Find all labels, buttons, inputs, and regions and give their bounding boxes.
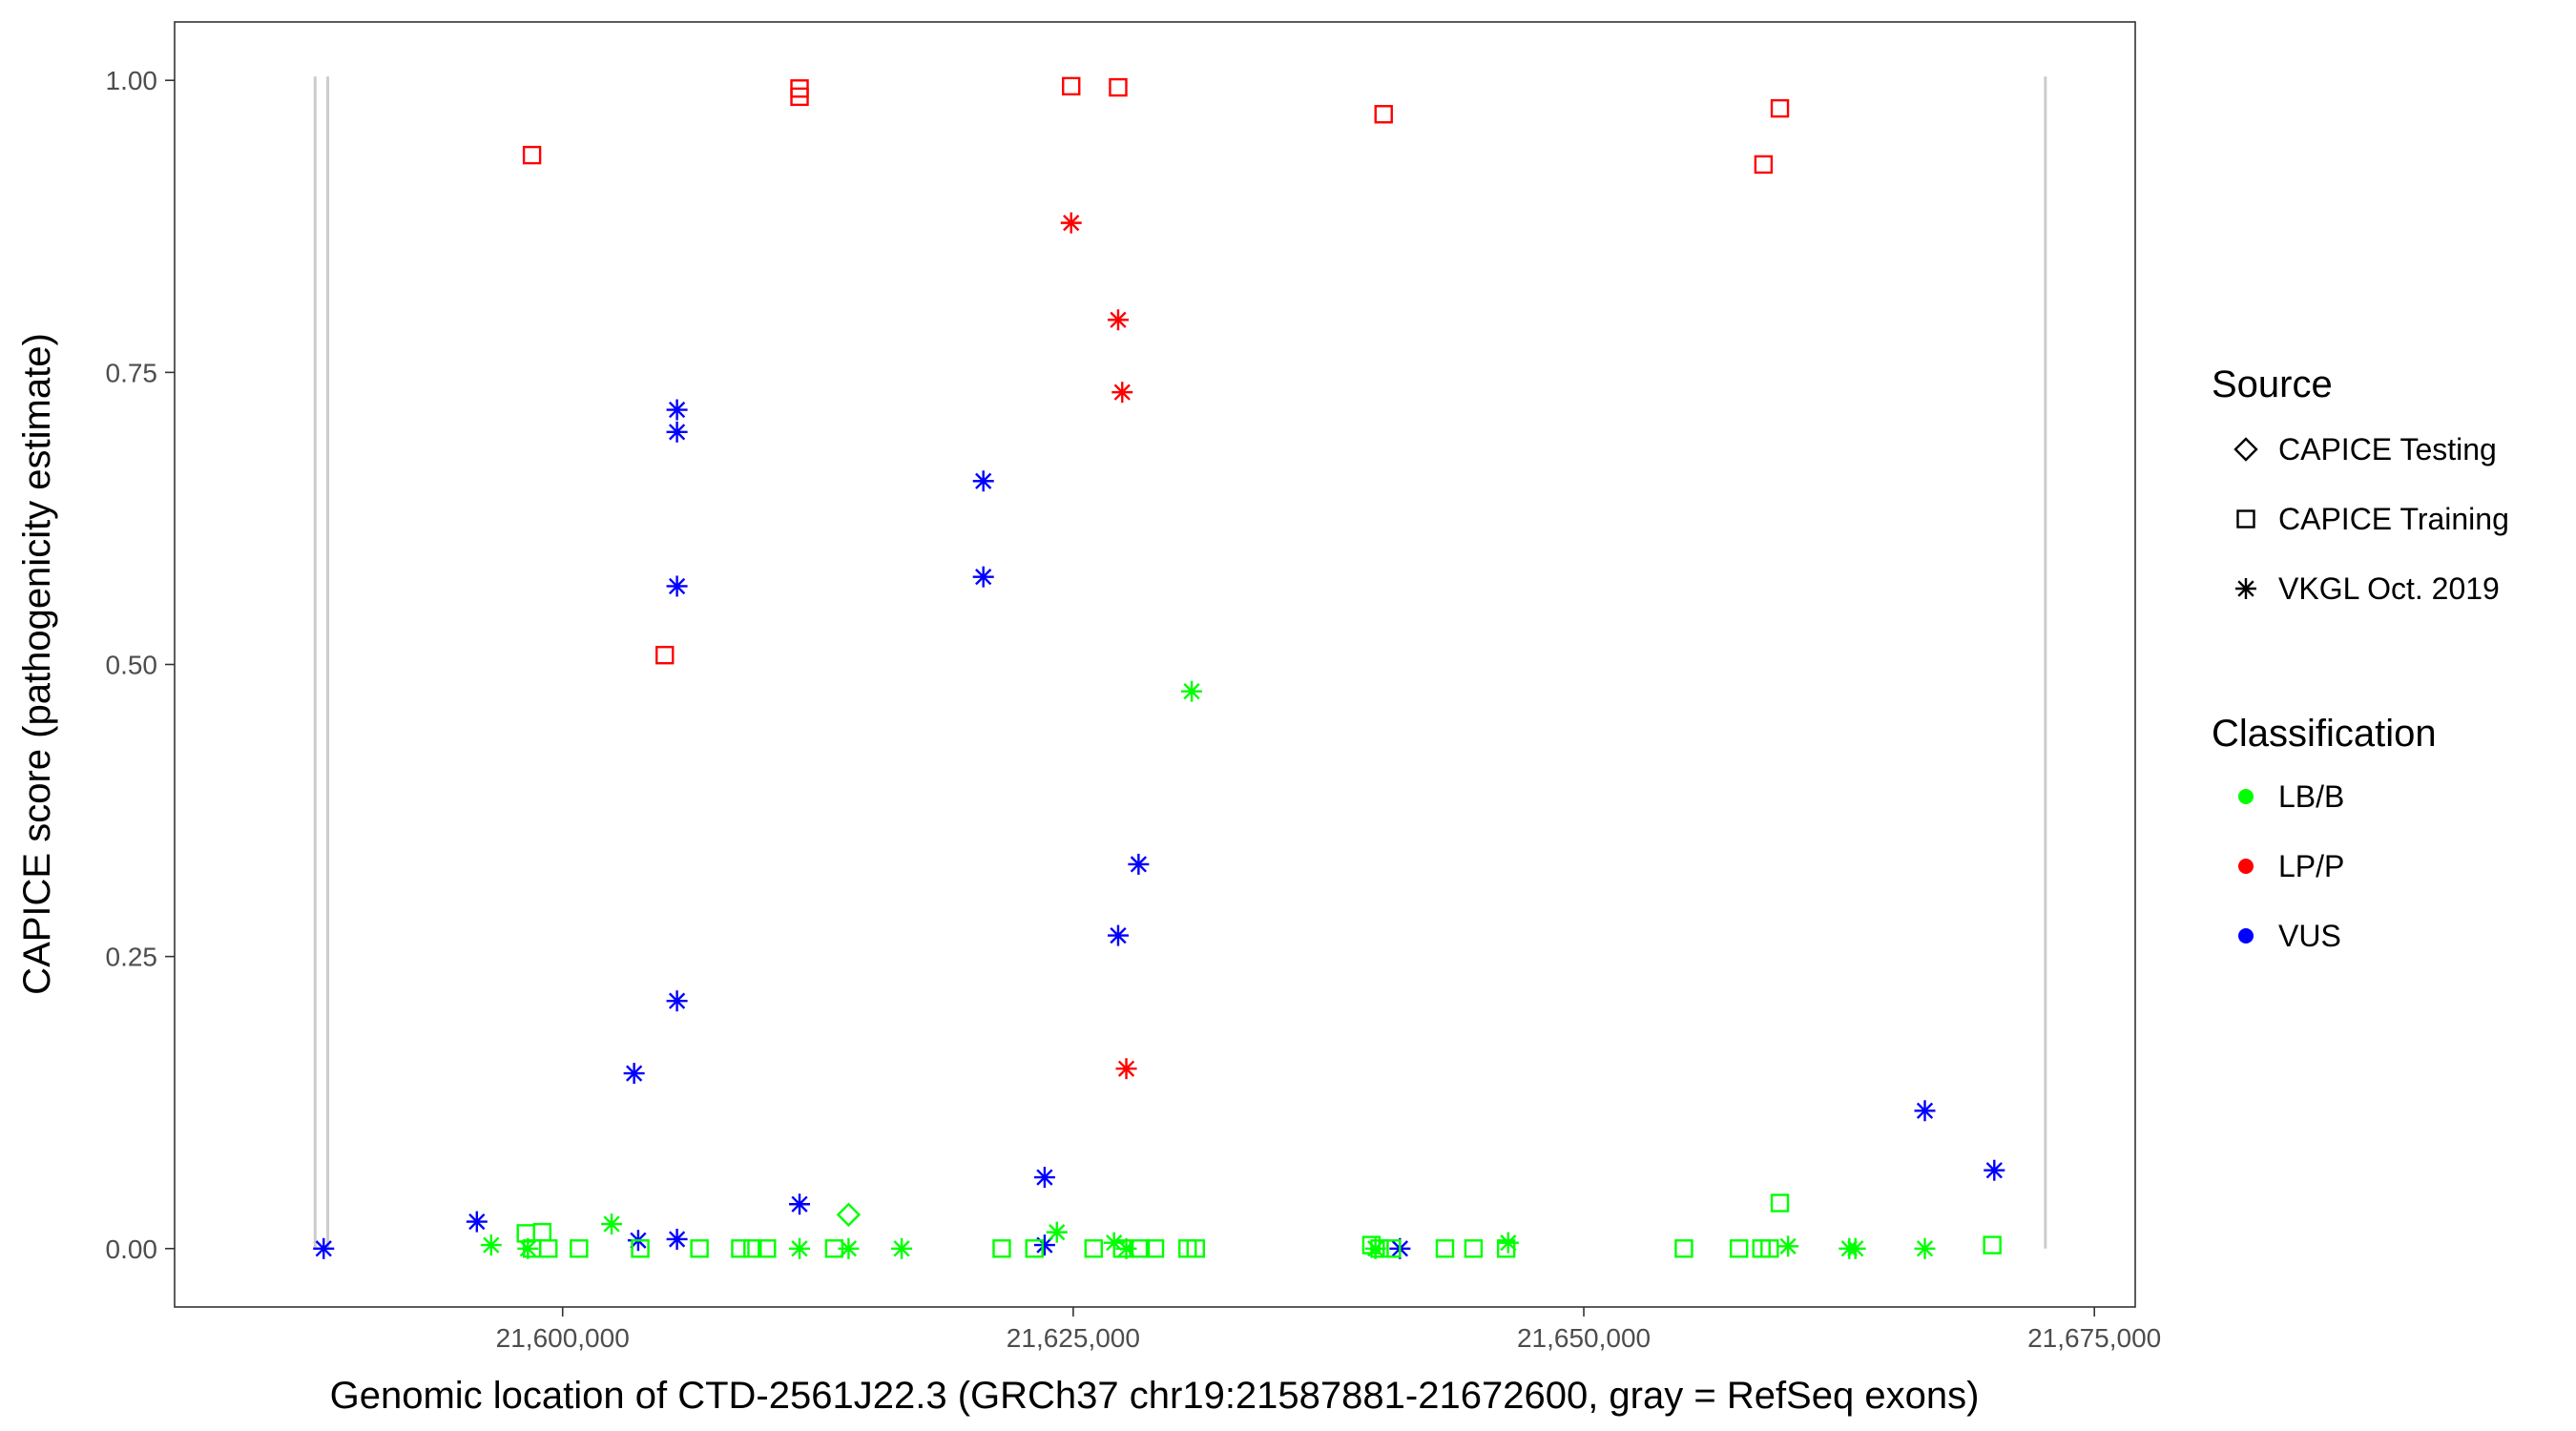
legend-source-key (2235, 578, 2256, 599)
data-point (1730, 1239, 1749, 1258)
data-point (631, 1239, 650, 1258)
data-point (539, 1239, 558, 1258)
y-tick-label: 0.00 (106, 1234, 158, 1264)
data-point (666, 990, 688, 1012)
legend-source-title: Source (2212, 363, 2333, 405)
data-point (891, 1237, 913, 1259)
x-tick-label: 21,675,000 (2027, 1323, 2161, 1353)
data-point (1914, 1237, 1936, 1259)
data-point (972, 470, 994, 492)
data-point (623, 1063, 645, 1085)
legend-class-label: LB/B (2278, 779, 2344, 814)
legend-source-key (2236, 509, 2255, 529)
axes: 21,600,000 21,625,000 21,650,000 21,675,000… (106, 66, 2162, 1353)
data-point (1844, 1237, 1866, 1259)
data-point (1435, 1239, 1455, 1258)
data-point (731, 1239, 750, 1258)
data-point (992, 1239, 1011, 1258)
data-point (1984, 1159, 2005, 1181)
data-point (570, 1239, 589, 1258)
x-tick-label: 21,600,000 (496, 1323, 630, 1353)
data-point (1109, 77, 1128, 97)
data-point (666, 421, 688, 443)
legend-class-key (2238, 789, 2254, 804)
y-tick-label: 0.50 (106, 651, 158, 680)
data-point (666, 399, 688, 421)
data-point (789, 1193, 811, 1215)
legend-class-label: VUS (2278, 919, 2341, 953)
legend-classification-title: Classification (2212, 713, 2437, 755)
data-point (1046, 1221, 1068, 1243)
data-point (1111, 382, 1133, 404)
data-point (824, 1239, 844, 1258)
data-point (1382, 1239, 1402, 1258)
data-point (1754, 155, 1774, 175)
data-point (1062, 76, 1081, 96)
data-point (1374, 105, 1393, 124)
data-point (516, 1224, 535, 1243)
data-point (758, 1239, 777, 1258)
data-point (1914, 1100, 1936, 1122)
exon-lines (313, 76, 2047, 1249)
data-point (1025, 1239, 1044, 1258)
data-point (790, 87, 809, 107)
data-point (1760, 1239, 1779, 1258)
data-point (1181, 680, 1203, 702)
data-point (1084, 1239, 1103, 1258)
x-tick-label: 21,650,000 (1517, 1323, 1651, 1353)
data-point (532, 1222, 552, 1242)
data-point (1112, 1239, 1132, 1258)
legend-source-label: CAPICE Training (2278, 502, 2509, 536)
data-point (1115, 1058, 1137, 1080)
x-tick-label: 21,625,000 (1007, 1323, 1140, 1353)
y-axis-title: CAPICE score (pathogenicity estimate) (16, 333, 58, 995)
data-point (1145, 1239, 1165, 1258)
data-points (313, 76, 2005, 1259)
legend-class-label: LP/P (2278, 849, 2344, 883)
data-point (466, 1211, 488, 1233)
data-point (480, 1234, 502, 1256)
data-point (1770, 1193, 1790, 1213)
y-tick-label: 1.00 (106, 66, 158, 95)
data-point (1464, 1239, 1484, 1258)
data-point (1060, 212, 1082, 234)
legend-source-key (2233, 437, 2258, 462)
data-point (1497, 1232, 1519, 1254)
data-point (1186, 1239, 1206, 1258)
data-point (1370, 1239, 1389, 1258)
data-point (743, 1239, 762, 1258)
data-point (313, 1237, 335, 1259)
y-tick-label: 0.25 (106, 943, 158, 972)
data-point (1033, 1167, 1055, 1189)
legend-class-key (2238, 928, 2254, 944)
data-point (1107, 924, 1129, 946)
data-point (1770, 98, 1790, 118)
data-point (1983, 1235, 2002, 1255)
data-point (690, 1239, 709, 1258)
data-point (789, 1237, 811, 1259)
legend-source-label: VKGL Oct. 2019 (2278, 571, 2500, 606)
plot-panel (174, 21, 2136, 1308)
y-tick-label: 0.75 (106, 358, 158, 387)
data-point (1777, 1235, 1799, 1257)
legend: Source Classification CAPICE Testing CAPI… (2212, 363, 2509, 953)
x-axis-title: Genomic location of CTD-2561J22.3 (GRCh3… (330, 1375, 1980, 1417)
data-point (522, 145, 542, 165)
data-point (836, 1202, 862, 1227)
data-point (655, 646, 675, 665)
data-point (1131, 1239, 1151, 1258)
data-point (666, 575, 688, 597)
data-point (1496, 1239, 1516, 1258)
data-point (1128, 853, 1150, 875)
data-point (666, 1228, 688, 1250)
data-point (1107, 309, 1129, 331)
data-point (972, 566, 994, 588)
legend-class-key (2238, 859, 2254, 874)
legend-source-label: CAPICE Testing (2278, 432, 2497, 467)
data-point (601, 1213, 623, 1235)
data-point (1674, 1239, 1693, 1258)
